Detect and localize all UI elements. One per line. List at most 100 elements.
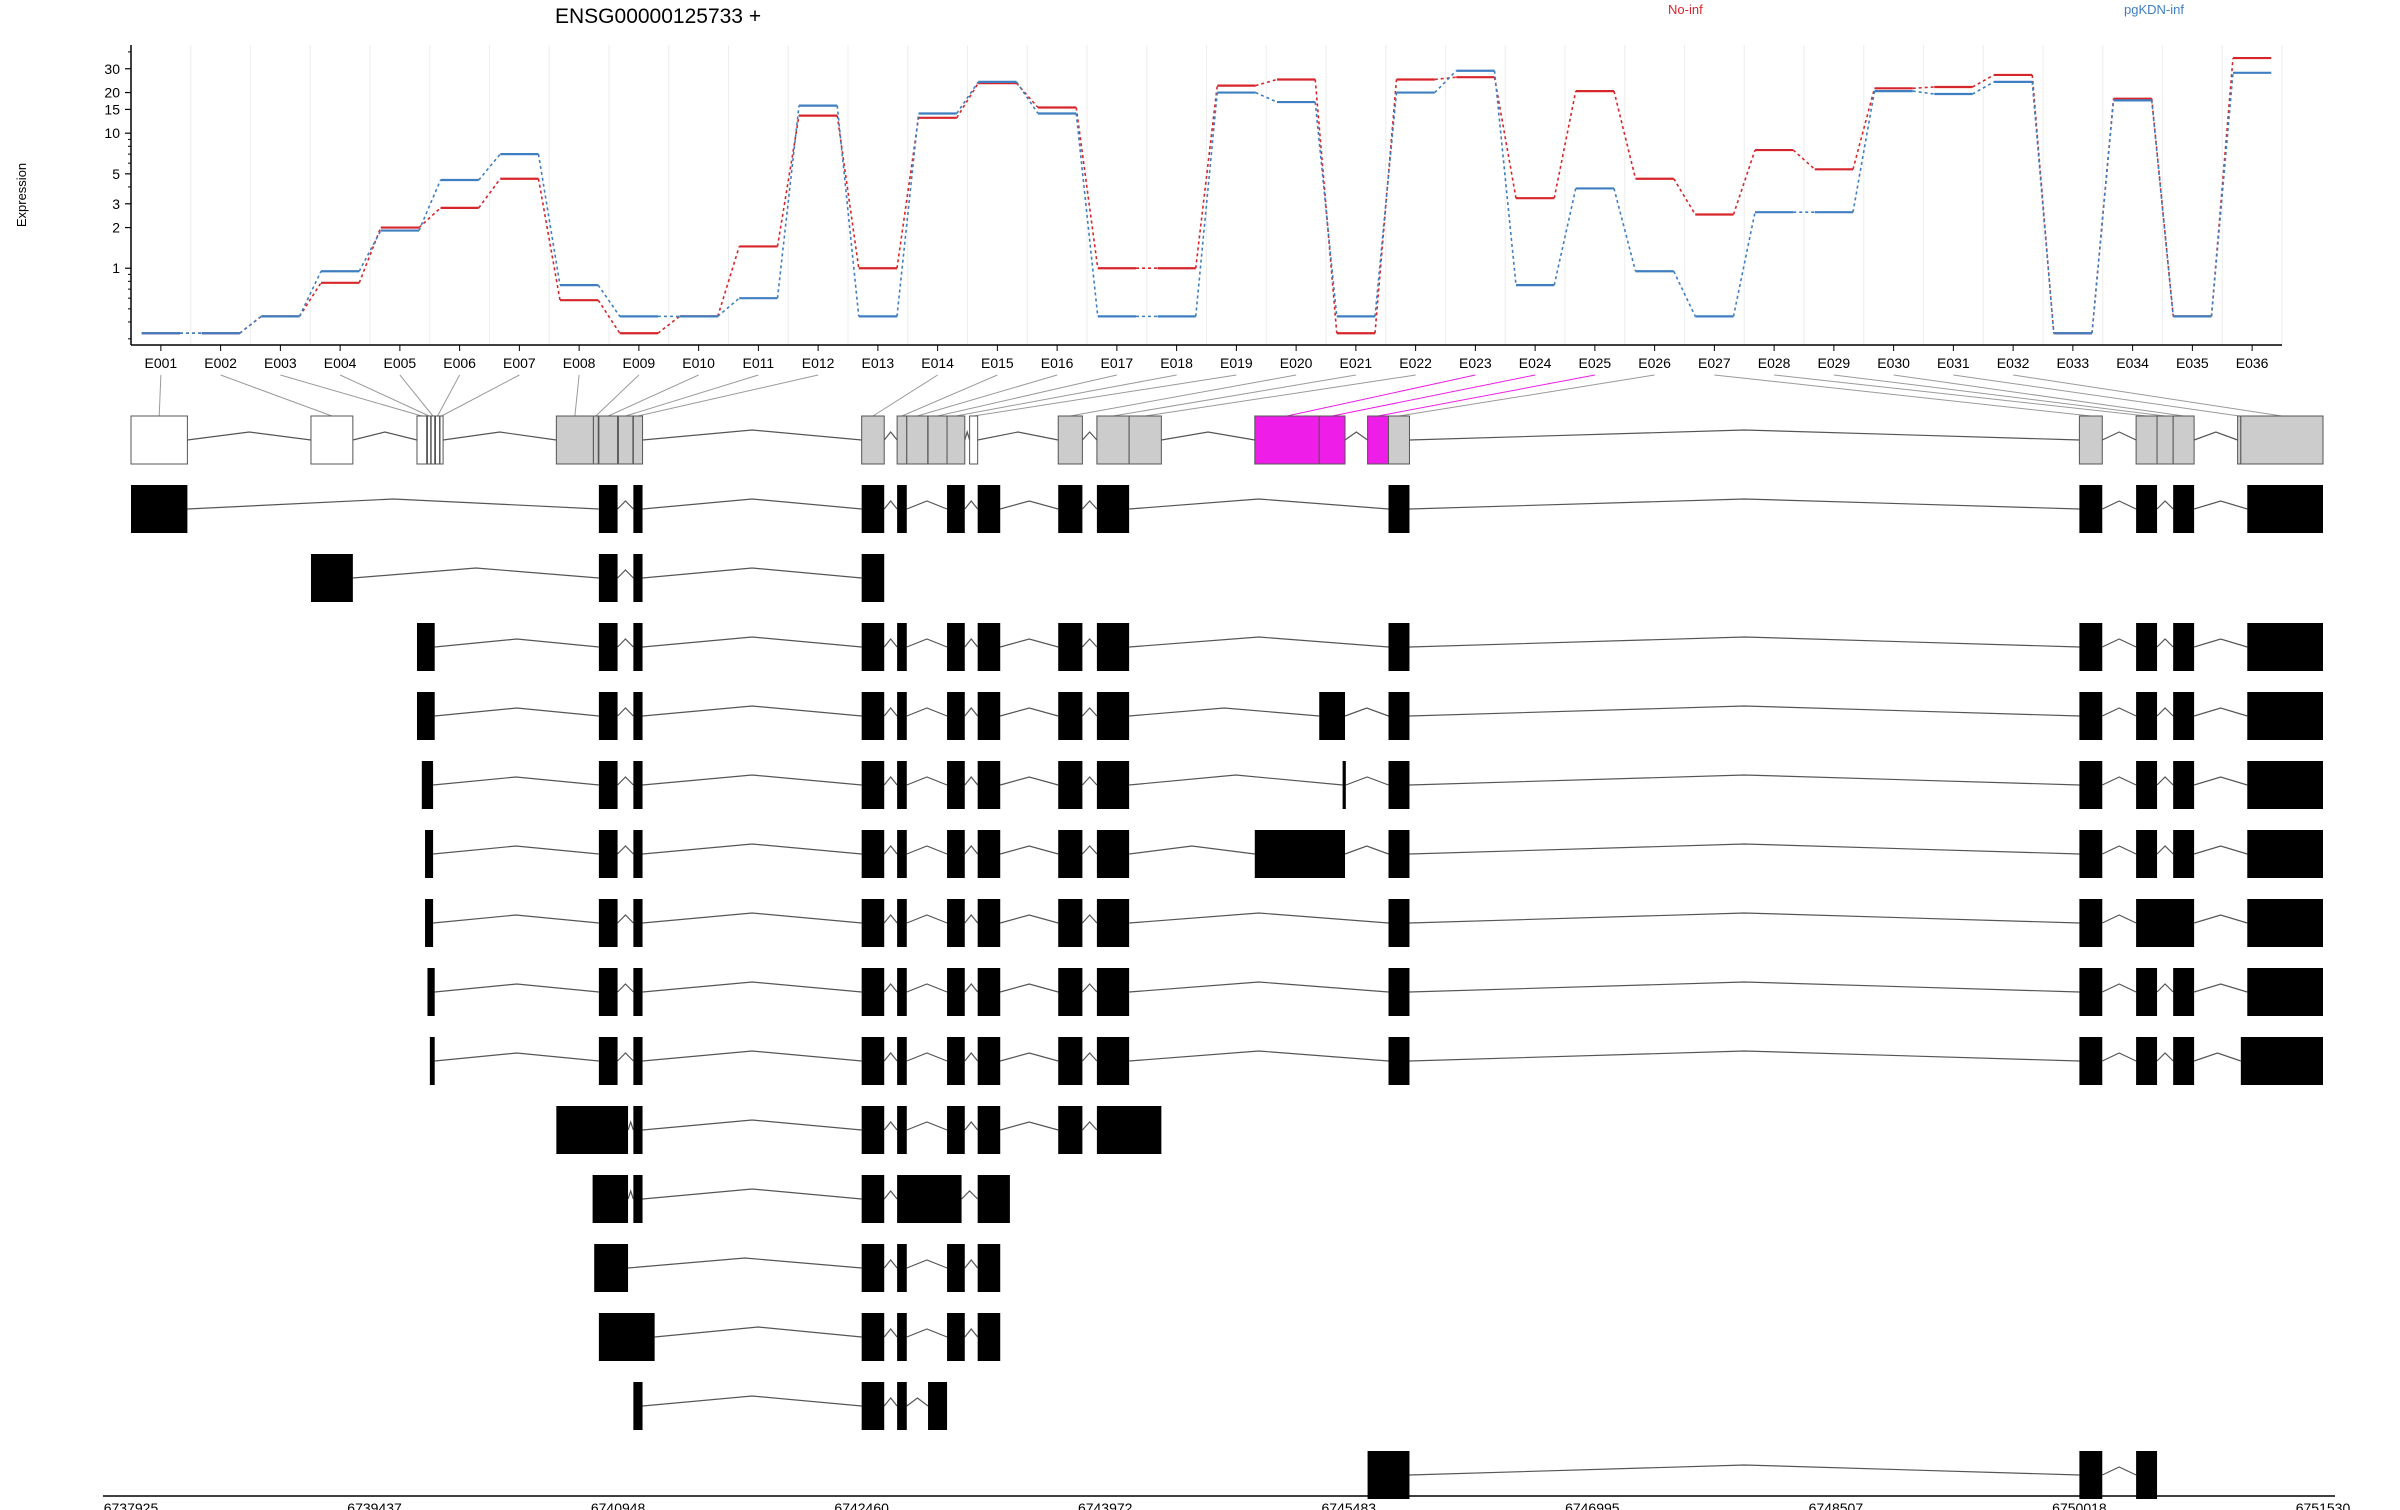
transcript-exon: [1058, 692, 1083, 740]
transcript-exon: [2173, 485, 2195, 533]
intron-line: [964, 1328, 979, 1338]
exon-bin: [1128, 415, 1162, 465]
transcript-exon: [1058, 1037, 1083, 1085]
bin-connectors: [158, 374, 2282, 417]
intron-line: [906, 638, 948, 648]
genome-tick-label: 6740948: [591, 1500, 646, 1510]
intron-line: [1081, 1121, 1098, 1131]
intron-line: [2193, 983, 2248, 993]
intron-line: [1129, 912, 1389, 924]
intron-line: [642, 912, 862, 924]
intron-line: [2156, 845, 2174, 855]
transcript-12: [594, 1244, 1001, 1292]
series-transition: [1553, 188, 1577, 286]
transcript-exon: [977, 968, 1001, 1016]
intron-line: [1409, 843, 2080, 855]
intron-line: [964, 983, 979, 993]
x-tick-label: E008: [563, 355, 596, 371]
bin-connector: [937, 374, 1117, 417]
exon-bin: [416, 415, 428, 465]
transcript-exon: [598, 692, 618, 740]
intron-line: [642, 843, 862, 855]
series-transition: [896, 113, 920, 317]
intron-line: [642, 1395, 862, 1407]
intron-line: [906, 707, 948, 717]
intron-line: [964, 845, 979, 855]
series-transition: [2031, 81, 2055, 334]
intron-line: [906, 776, 948, 786]
intron-line: [1344, 845, 1389, 855]
transcript-exon: [2136, 968, 2158, 1016]
intron-line: [617, 983, 634, 993]
transcript-exon: [1388, 1037, 1410, 1085]
series-transition: [1434, 76, 1457, 81]
intron-line: [883, 1259, 898, 1269]
transcript-exon: [131, 485, 188, 533]
transcript-exon: [947, 761, 965, 809]
transcript-exon: [2247, 623, 2323, 671]
transcript-exon: [425, 830, 434, 878]
transcript-exon: [1058, 968, 1083, 1016]
transcript-5: [421, 761, 2323, 809]
genome-tick-label: 6739437: [347, 1500, 402, 1510]
series-transition: [298, 270, 322, 317]
intron-line: [187, 431, 312, 441]
intron-line: [434, 638, 599, 648]
intron-line: [1081, 500, 1098, 510]
transcript-exon: [947, 1037, 965, 1085]
transcript-exon: [947, 830, 965, 878]
genome-tick-label: 6742460: [834, 1500, 889, 1510]
intron-line: [617, 707, 634, 717]
intron-line: [1000, 707, 1059, 717]
transcript-exon: [2136, 1037, 2158, 1085]
transcript-exon: [633, 1175, 643, 1223]
intron-line: [1000, 845, 1059, 855]
exon-bin: [2240, 415, 2324, 465]
x-tick-label: E019: [1220, 355, 1253, 371]
transcript-exon: [598, 485, 618, 533]
exon-bin: [439, 415, 444, 465]
series-transition: [2150, 100, 2175, 317]
bin-connector: [1398, 374, 1655, 417]
genome-tick-label: 6748507: [1809, 1500, 1864, 1510]
transcript-exon: [861, 761, 885, 809]
bin-connector: [399, 374, 434, 417]
transcript-exon: [861, 623, 885, 671]
x-tick-label: E023: [1459, 355, 1492, 371]
transcript-exon: [425, 899, 434, 947]
exon-bin: [310, 415, 354, 465]
transcript-exon: [2173, 623, 2195, 671]
series-transition: [1852, 90, 1876, 213]
transcript-exon: [2079, 1037, 2103, 1085]
x-tick-label: E012: [802, 355, 835, 371]
intron-line: [1129, 707, 1320, 717]
transcript-exon: [2136, 623, 2158, 671]
bin-connector: [1833, 374, 2166, 417]
transcript-exon: [633, 692, 643, 740]
transcript-exon: [310, 554, 353, 602]
intron-line: [883, 1190, 898, 1200]
intron-line: [2102, 431, 2137, 441]
exon-bin: [1367, 415, 1390, 465]
transcript-exon: [2247, 830, 2323, 878]
intron-line: [977, 431, 1059, 441]
transcript-exon: [598, 968, 618, 1016]
intron-line: [642, 981, 862, 993]
transcript-exon: [416, 623, 435, 671]
transcript-exon: [2079, 623, 2103, 671]
intron-line: [2193, 1052, 2242, 1062]
transcript-exon: [598, 899, 618, 947]
series-transition: [956, 82, 979, 119]
bin-connector: [437, 374, 461, 417]
intron-line: [1000, 1121, 1059, 1131]
intron-line: [906, 1259, 948, 1269]
intron-line: [1129, 636, 1389, 648]
transcript-exon: [1096, 830, 1130, 878]
series-transition: [776, 105, 800, 299]
bin-connector: [1112, 374, 1356, 417]
x-tick-label: E010: [682, 355, 715, 371]
genome-tick-label: 6745483: [1322, 1500, 1377, 1510]
intron-line: [642, 1188, 862, 1200]
intron-line: [2193, 638, 2248, 648]
